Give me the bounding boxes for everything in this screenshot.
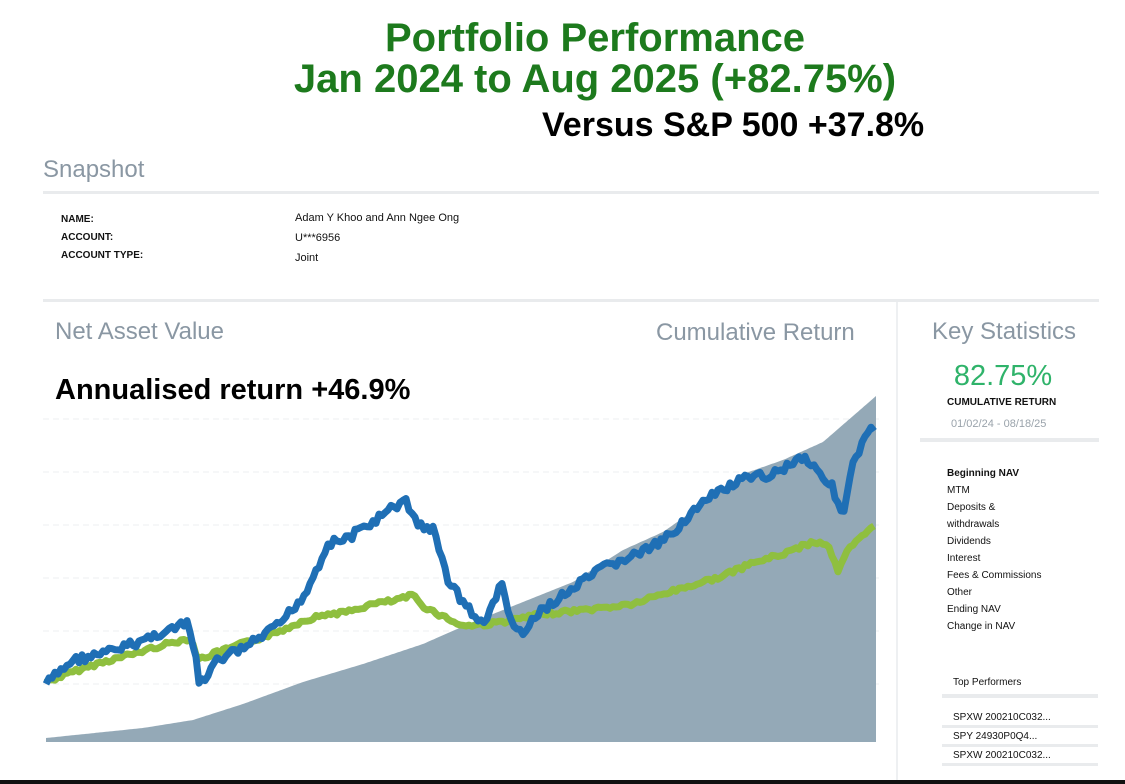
key-stats-divider <box>896 302 898 782</box>
stat-fees: Fees & Commissions <box>947 570 1042 581</box>
account-label: ACCOUNT: <box>61 232 114 243</box>
stat-other: Other <box>947 587 973 598</box>
stat-beginning-nav: Beginning NAV <box>947 468 1020 479</box>
name-value: Adam Y Khoo and Ann Ngee Ong <box>295 212 460 224</box>
section-divider <box>43 299 1099 302</box>
page-title-line2: Jan 2024 to Aug 2025 (+82.75%) <box>293 57 897 101</box>
account-type-label: ACCOUNT TYPE: <box>61 250 144 261</box>
bottom-border <box>0 780 1125 784</box>
page-title-line1: Portfolio Performance <box>384 16 806 60</box>
key-stats-list: Beginning NAV MTM Deposits & withdrawals… <box>947 465 1041 635</box>
chart-svg <box>42 396 879 742</box>
stat-change-in-nav: Change in NAV <box>947 621 1016 632</box>
stat-interest: Interest <box>947 553 981 564</box>
top-performers-separator <box>942 694 1098 698</box>
cumulative-return-value: 82.75% <box>953 360 1053 392</box>
name-label: NAME: <box>61 214 94 225</box>
stat-deposits: Deposits & <box>947 502 996 513</box>
snapshot-divider <box>43 191 1099 194</box>
top-performers-heading: Top Performers <box>953 677 1022 688</box>
date-range: 01/02/24 - 08/18/25 <box>951 418 1047 430</box>
nav-area-series <box>46 396 876 742</box>
top-performer-item: SPXW 200210C032... <box>942 709 1098 728</box>
stat-dividends: Dividends <box>947 536 991 547</box>
stat-withdrawals: withdrawals <box>947 519 1000 530</box>
key-statistics-heading: Key Statistics <box>932 318 1077 345</box>
account-type-value: Joint <box>295 252 319 264</box>
top-performer-item: SPY 24930P0Q4... <box>942 728 1098 747</box>
top-performer-item: SPXW 200210C032... <box>942 747 1098 766</box>
portfolio-line-series <box>42 423 877 687</box>
benchmark-line-series <box>43 522 876 685</box>
stat-ending-nav: Ending NAV <box>947 604 1001 615</box>
snapshot-heading: Snapshot <box>43 156 145 183</box>
cumulative-return-heading: Cumulative Return <box>656 319 855 346</box>
performance-chart <box>42 364 879 742</box>
annualised-return-annotation: Annualised return +46.9% <box>55 374 411 406</box>
nav-heading: Net Asset Value <box>55 318 224 345</box>
versus-benchmark-text: Versus S&P 500 +37.8% <box>542 106 925 144</box>
stat-mtm: MTM <box>947 485 970 496</box>
top-performers-list: SPXW 200210C032... SPY 24930P0Q4... SPXW… <box>942 709 1098 766</box>
key-stats-separator <box>920 438 1099 442</box>
account-value: U***6956 <box>295 232 341 244</box>
cumulative-return-label: CUMULATIVE RETURN <box>947 397 1057 408</box>
